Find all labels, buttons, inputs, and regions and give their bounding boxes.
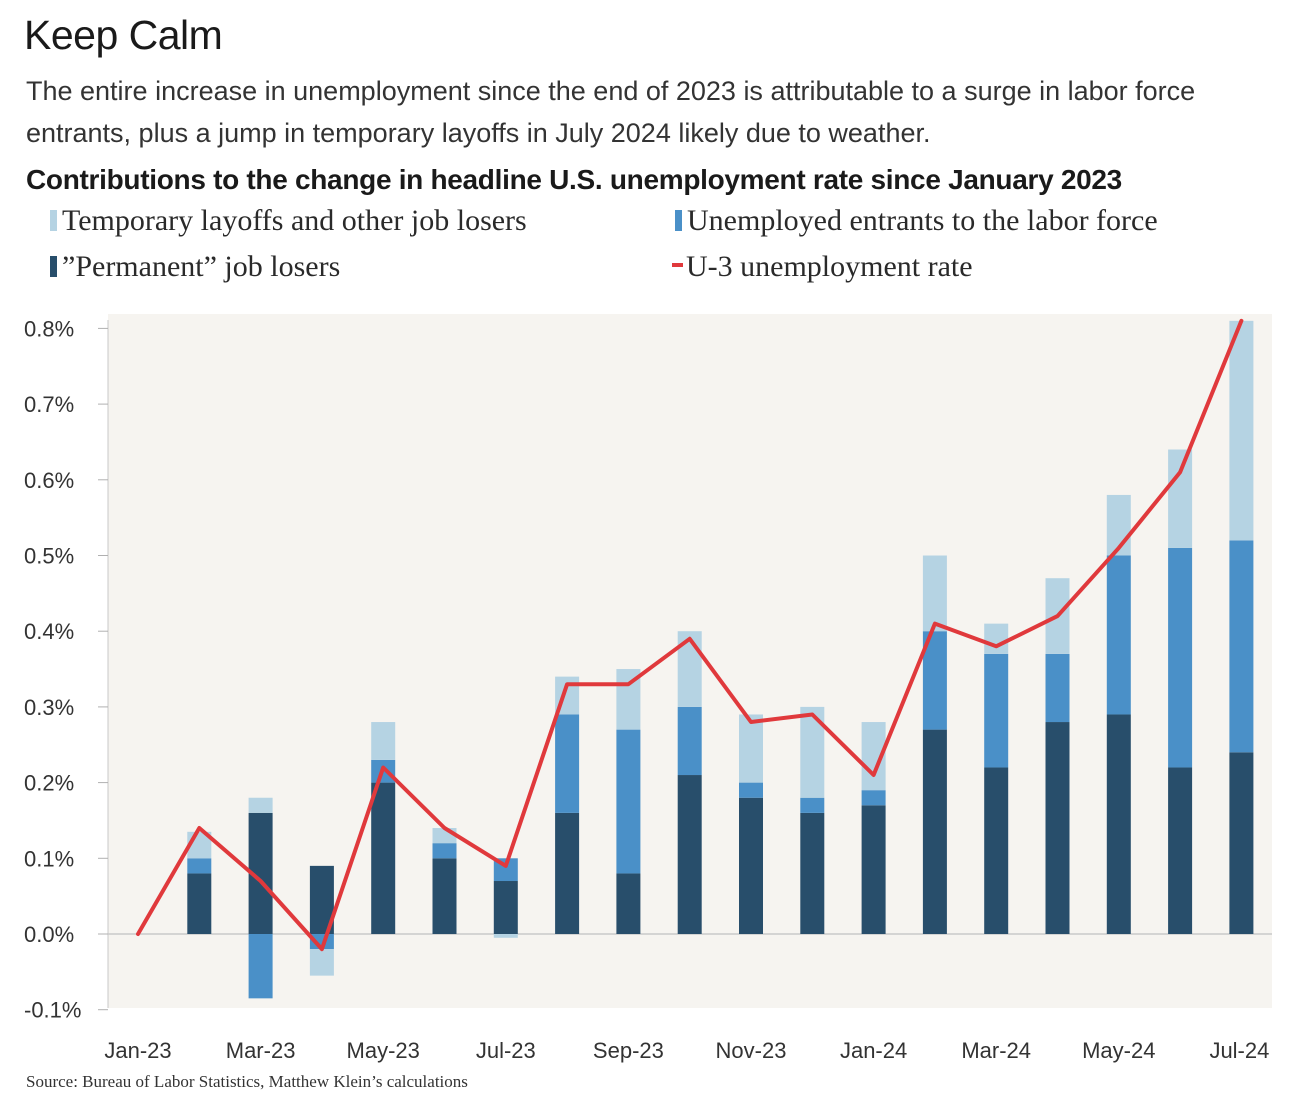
x-tick-label: Sep-23 [593, 1038, 664, 1063]
legend-swatch-u3 [672, 263, 683, 267]
legend-label-permanent: ”Permanent” job losers [62, 250, 341, 283]
bar-permanent [432, 858, 457, 934]
bar-permanent [555, 812, 580, 934]
legend-item-temporary: Temporary layoffs and other job losers [50, 204, 527, 238]
chart-title: Contributions to the change in headline … [26, 164, 1122, 195]
bar-temporary [984, 623, 1009, 654]
bar-entrants [800, 797, 825, 813]
y-tick-label: 0.1% [24, 846, 74, 871]
legend-swatch-permanent [50, 256, 57, 277]
y-tick-label: 0.5% [24, 544, 74, 569]
bar-permanent [187, 873, 212, 934]
bar-entrants [1045, 653, 1070, 723]
y-tick-label: 0.4% [24, 619, 74, 644]
bar-entrants [432, 843, 457, 859]
bar-permanent [1045, 722, 1070, 934]
bar-permanent [616, 873, 641, 934]
legend-item-entrants: Unemployed entrants to the labor force [675, 204, 1158, 238]
bar-entrants [187, 858, 212, 874]
bar-temporary [371, 722, 396, 760]
legend-label-entrants: Unemployed entrants to the labor force [687, 204, 1158, 237]
bar-permanent [493, 881, 518, 934]
y-tick-label: 0.2% [24, 771, 74, 796]
bar-permanent [984, 767, 1009, 934]
bar-permanent [677, 775, 702, 934]
bar-entrants [984, 653, 1009, 768]
bar-permanent [800, 812, 825, 934]
x-tick-label: Jan-23 [104, 1038, 171, 1063]
subtitle: The entire increase in unemployment sinc… [26, 76, 1196, 148]
legend-item-u3: U-3 unemployment rate [672, 250, 973, 284]
bar-entrants [1168, 547, 1193, 768]
legend-swatch-entrants [675, 210, 682, 231]
bar-entrants [1229, 540, 1254, 753]
bar-entrants [739, 782, 763, 798]
bar-entrants [1106, 555, 1131, 715]
x-tick-label: May-24 [1082, 1038, 1155, 1063]
source-note: Source: Bureau of Labor Statistics, Matt… [26, 1072, 468, 1091]
bar-entrants [861, 790, 886, 806]
bar-temporary [493, 934, 518, 938]
legend-label-temporary: Temporary layoffs and other job losers [62, 204, 527, 237]
x-tick-label: Jan-24 [840, 1038, 907, 1063]
y-tick-label: 0.8% [24, 316, 74, 341]
bar-temporary [1168, 449, 1193, 548]
page-title: Keep Calm [24, 12, 223, 58]
y-tick-label: 0.0% [24, 922, 74, 947]
x-tick-label: Mar-23 [226, 1038, 296, 1063]
bar-entrants [616, 729, 641, 874]
bar-temporary [1229, 320, 1254, 541]
bar-temporary [739, 714, 763, 783]
legend-label-u3: U-3 unemployment rate [686, 250, 973, 283]
bar-temporary [309, 949, 334, 976]
bar-temporary [248, 797, 273, 813]
bar-permanent [1106, 714, 1131, 934]
y-tick-label: -0.1% [24, 998, 81, 1023]
bar-permanent [861, 805, 886, 934]
bar-permanent [739, 797, 763, 934]
x-tick-label: Jul-24 [1209, 1038, 1269, 1063]
legend-item-permanent: ”Permanent” job losers [50, 250, 340, 284]
x-tick-label: Jul-23 [476, 1038, 536, 1063]
bar-permanent [371, 782, 396, 934]
x-tick-label: Mar-24 [961, 1038, 1031, 1063]
legend-swatch-temporary [50, 210, 57, 231]
bar-entrants [555, 714, 580, 813]
y-tick-label: 0.6% [24, 468, 74, 493]
bar-entrants [677, 706, 702, 776]
bar-entrants [248, 934, 273, 999]
bar-permanent [1168, 767, 1193, 934]
y-tick-label: 0.7% [24, 392, 74, 417]
x-tick-label: May-23 [347, 1038, 420, 1063]
bar-permanent [1229, 752, 1254, 934]
x-tick-label: Nov-23 [716, 1038, 787, 1063]
bar-permanent [922, 729, 947, 934]
y-tick-label: 0.3% [24, 695, 74, 720]
u3-line [136, 318, 1244, 952]
bar-temporary [922, 555, 947, 632]
